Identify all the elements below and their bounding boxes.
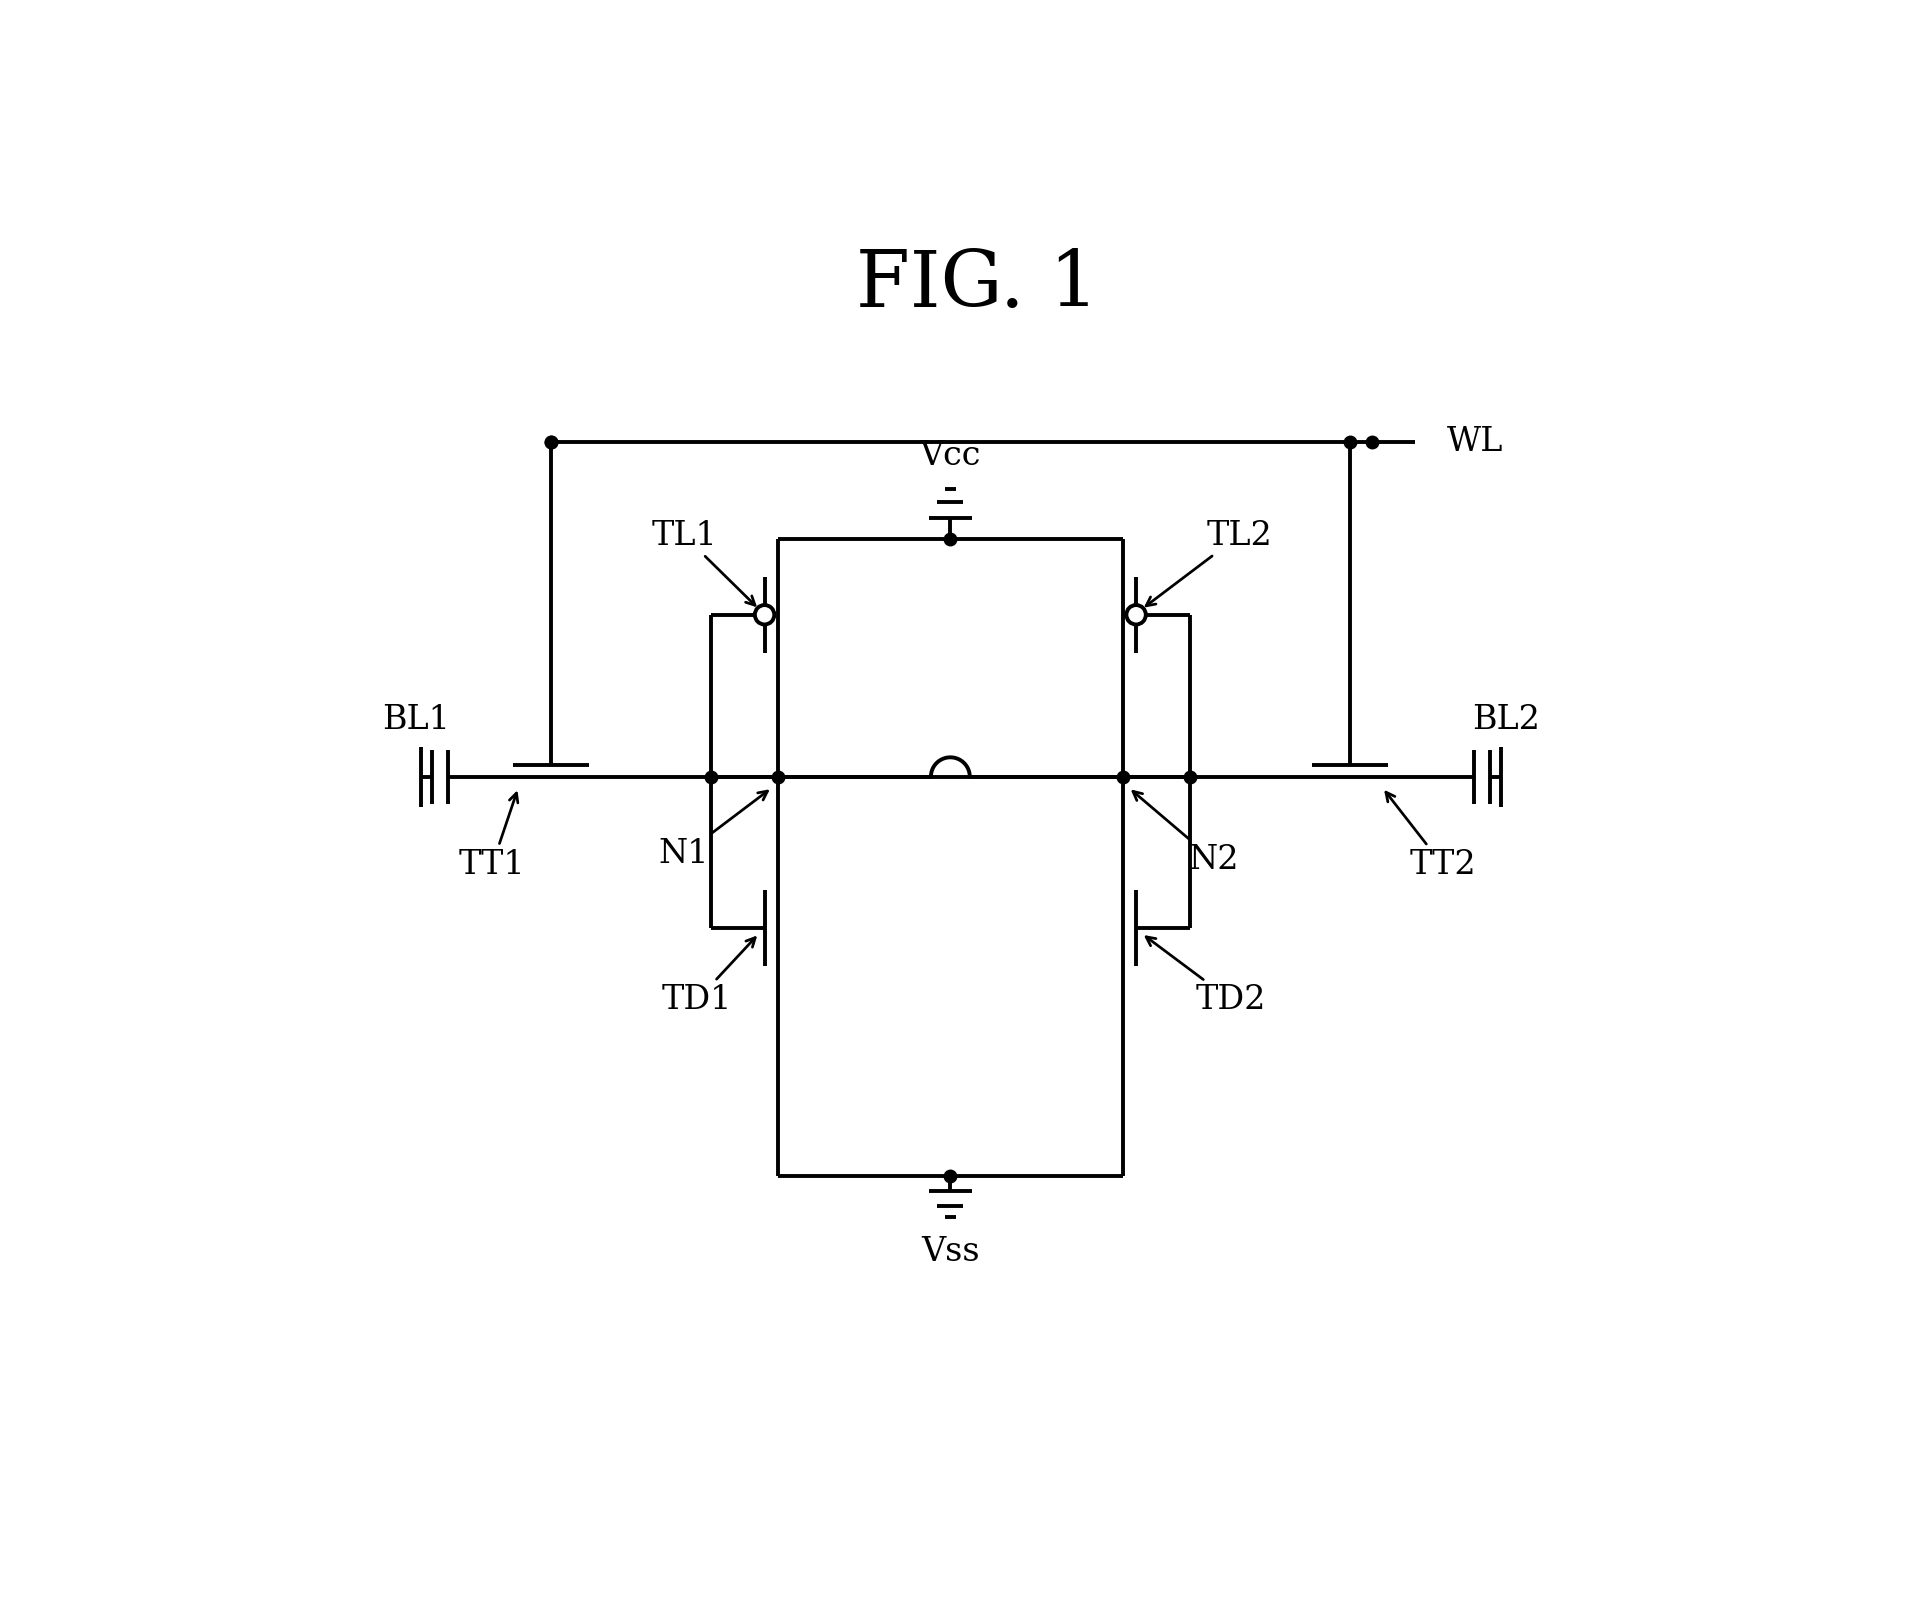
Circle shape <box>1127 605 1146 624</box>
Text: WL: WL <box>1447 426 1503 458</box>
Text: TD2: TD2 <box>1146 937 1266 1016</box>
Text: TL2: TL2 <box>1146 519 1272 606</box>
Text: TD1: TD1 <box>662 937 755 1016</box>
Text: FIG. 1: FIG. 1 <box>856 247 1098 323</box>
Text: BL1: BL1 <box>381 703 450 736</box>
Text: BL2: BL2 <box>1472 703 1541 736</box>
Text: Vcc: Vcc <box>919 440 980 473</box>
Text: N2: N2 <box>1133 792 1238 876</box>
Text: TL1: TL1 <box>650 519 755 605</box>
Circle shape <box>755 605 774 624</box>
Text: TT2: TT2 <box>1386 792 1476 881</box>
Text: TT1: TT1 <box>460 794 526 881</box>
Text: N1: N1 <box>658 790 767 869</box>
Text: Vss: Vss <box>921 1236 980 1268</box>
